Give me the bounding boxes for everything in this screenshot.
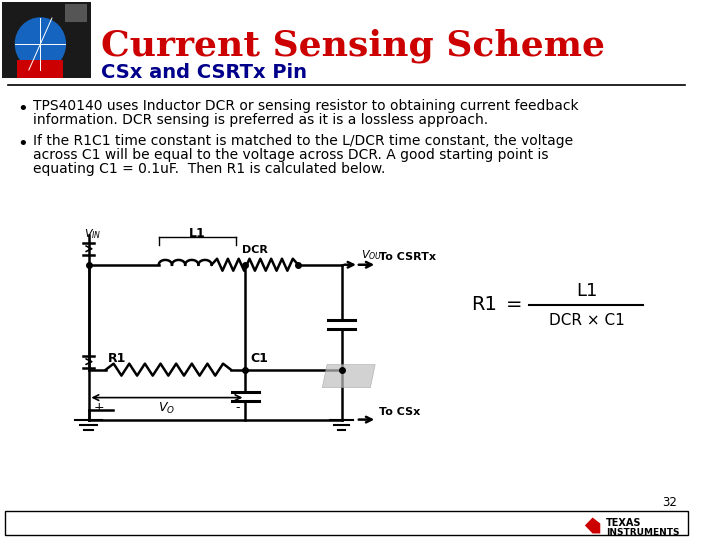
Text: L1: L1: [189, 227, 206, 240]
Text: •: •: [17, 100, 28, 118]
Polygon shape: [2, 2, 91, 78]
Circle shape: [15, 18, 66, 70]
Text: +: +: [94, 401, 104, 414]
Text: R1: R1: [108, 352, 127, 365]
Text: CSx and CSRTx Pin: CSx and CSRTx Pin: [101, 63, 307, 83]
Text: C1: C1: [250, 352, 268, 365]
Polygon shape: [17, 60, 63, 78]
Text: $V_{IN}$: $V_{IN}$: [84, 227, 102, 241]
Bar: [5, 511, 688, 536]
Text: L1: L1: [576, 282, 598, 300]
Text: across C1 will be equal to the voltage across DCR. A good starting point is: across C1 will be equal to the voltage a…: [32, 148, 548, 162]
Text: TPS40140 uses Inductor DCR or sensing resistor to obtaining current feedback: TPS40140 uses Inductor DCR or sensing re…: [32, 99, 578, 113]
Text: If the R1C1 time constant is matched to the L/DCR time constant, the voltage: If the R1C1 time constant is matched to …: [32, 134, 573, 148]
Polygon shape: [323, 364, 375, 388]
Text: =: =: [506, 295, 523, 314]
Text: equating C1 = 0.1uF.  Then R1 is calculated below.: equating C1 = 0.1uF. Then R1 is calculat…: [32, 162, 385, 176]
Text: To CSRTx: To CSRTx: [379, 252, 436, 262]
Text: INSTRUMENTS: INSTRUMENTS: [606, 529, 680, 537]
Text: To CSx: To CSx: [379, 407, 420, 416]
Text: TEXAS: TEXAS: [606, 518, 642, 529]
Text: •: •: [17, 135, 28, 153]
Text: DCR × C1: DCR × C1: [549, 313, 625, 328]
Polygon shape: [585, 517, 600, 534]
Text: $V_O$: $V_O$: [158, 401, 176, 416]
Text: information. DCR sensing is preferred as it is a lossless approach.: information. DCR sensing is preferred as…: [32, 113, 488, 127]
Text: $V_{OUT}$: $V_{OUT}$: [361, 248, 387, 262]
Text: R1: R1: [472, 295, 498, 314]
Text: Current Sensing Scheme: Current Sensing Scheme: [101, 29, 605, 63]
Text: -: -: [235, 401, 240, 414]
Text: DCR: DCR: [242, 245, 268, 255]
Text: 32: 32: [662, 496, 678, 509]
Polygon shape: [66, 4, 86, 22]
